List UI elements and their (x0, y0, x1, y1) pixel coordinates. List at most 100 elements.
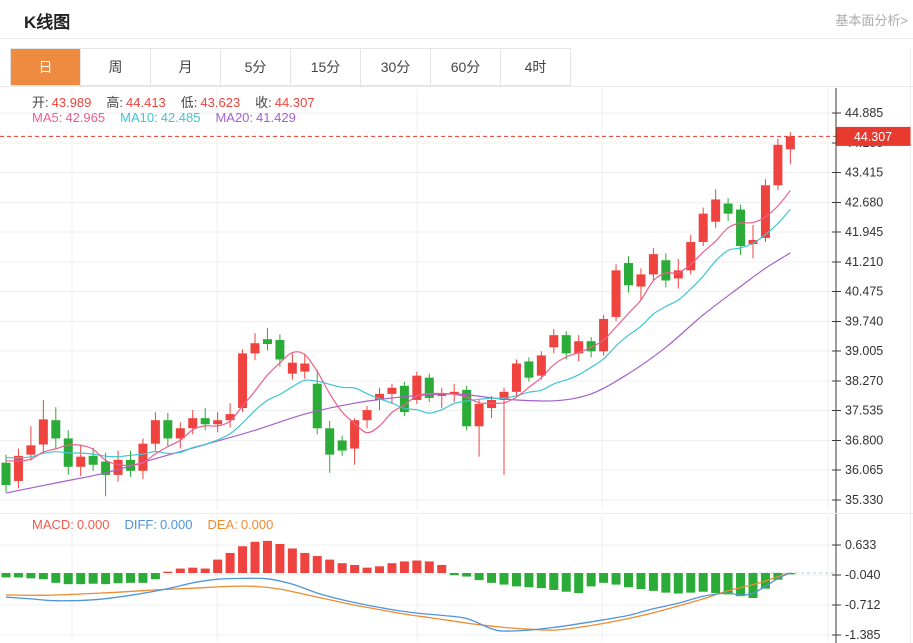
macd-histogram-bar (536, 573, 546, 589)
candle-body (673, 270, 683, 279)
tab-5min[interactable]: 5分 (221, 49, 291, 85)
current-price-tag-text: 44.307 (854, 130, 892, 144)
candle-body (188, 418, 198, 429)
axis-tick-label: 35.330 (845, 493, 883, 507)
candle-body (350, 420, 360, 449)
macd-histogram-bar (648, 573, 658, 591)
ma5-label: MA5: (32, 110, 63, 125)
ma-row: MA5: 42.965 MA10: 42.485 MA20: 41.429 (32, 110, 311, 125)
candle-body (624, 263, 633, 286)
macd-histogram-bar (200, 568, 210, 573)
macd-histogram-bar (474, 573, 484, 581)
macd-histogram-bar (511, 573, 521, 587)
macd-histogram-bar (462, 573, 472, 577)
tab-bar-underline (0, 86, 913, 87)
macd-histogram-bar (325, 559, 335, 573)
dea-value: 0.000 (240, 517, 274, 532)
macd-histogram-bar (686, 573, 696, 593)
axis-tick-label: 42.680 (845, 195, 883, 209)
candle-body (536, 355, 546, 376)
pane-divider (0, 513, 913, 514)
ma20-label: MA20: (215, 110, 254, 125)
macd-histogram-bar (150, 573, 160, 580)
macd-histogram-bar (611, 573, 621, 585)
macd-histogram-bar (437, 564, 447, 573)
tab-month[interactable]: 月 (151, 49, 221, 85)
macd-label: MACD: (32, 517, 74, 532)
macd-histogram-bar (275, 544, 285, 573)
macd-histogram-bar (449, 573, 459, 576)
diff-value: 0.000 (159, 517, 193, 532)
macd-histogram-bar (188, 567, 198, 573)
diff-label: DIFF: (124, 517, 157, 532)
macd-histogram-bar (362, 567, 372, 573)
macd-info-row: MACD: 0.000 DIFF: 0.000 DEA: 0.000 (32, 517, 288, 532)
macd-histogram-bar (337, 563, 347, 573)
macd-histogram-bar (213, 559, 223, 573)
macd-histogram-bar (736, 573, 746, 597)
tab-week[interactable]: 周 (81, 49, 151, 85)
macd-histogram-bar (375, 566, 384, 573)
candle-body (362, 410, 372, 421)
candle-body (474, 403, 484, 427)
candle-body (698, 213, 708, 242)
candle-body (561, 335, 571, 354)
macd-histogram-bar (126, 573, 135, 583)
macd-histogram-bar (300, 552, 310, 573)
candle-body (287, 362, 297, 374)
candle-body (748, 239, 758, 245)
candle-body (586, 341, 596, 352)
dea-group: DEA: 0.000 (207, 517, 273, 532)
axis-tick-label: 40.475 (845, 285, 883, 299)
macd-value: 0.000 (76, 517, 110, 532)
candle-body (736, 209, 746, 247)
candle-body (636, 274, 646, 287)
macd-histogram-bar (163, 571, 173, 573)
candle-body (38, 419, 48, 445)
close-label: 收: (255, 95, 272, 110)
ma5-line (5, 190, 791, 467)
macd-histogram-bar (673, 573, 683, 594)
candle-body (412, 375, 422, 400)
tab-day[interactable]: 日 (11, 49, 81, 85)
open-label: 开: (32, 95, 49, 110)
fundamental-analysis-link[interactable]: 基本面分析> (835, 13, 908, 28)
candle-body (437, 393, 447, 396)
macd-histogram-bar (549, 573, 559, 590)
macd-histogram-bar (238, 546, 248, 573)
axis-tick-label: 36.800 (845, 433, 883, 447)
macd-group: MACD: 0.000 (32, 517, 109, 532)
candle-body (300, 363, 310, 372)
tab-4hour[interactable]: 4时 (501, 49, 570, 85)
macd-histogram-bar (312, 556, 322, 573)
macd-histogram-bar (350, 564, 360, 573)
candle-body (51, 420, 61, 439)
ohlc-row: 开: 43.989 高: 44.413 低: 43.623 收: 44.307 (32, 92, 330, 111)
low-value: 43.623 (200, 95, 241, 110)
axis-tick-label: -0.712 (845, 598, 880, 612)
candle-body (487, 399, 497, 409)
candle-body (163, 420, 173, 439)
axis-tick-label: 37.535 (845, 404, 883, 418)
candle-body (250, 343, 260, 354)
ma20-group: MA20: 41.429 (215, 110, 295, 125)
tab-30min[interactable]: 30分 (361, 49, 431, 85)
candle-body (686, 241, 696, 271)
macd-histogram-bar (51, 573, 61, 583)
candle-body (213, 420, 223, 425)
macd-histogram-bar (26, 573, 36, 579)
candle-body (723, 203, 733, 214)
diff-line (5, 572, 791, 632)
candle-body (524, 361, 534, 378)
tab-15min[interactable]: 15分 (291, 49, 361, 85)
tab-60min[interactable]: 60分 (431, 49, 501, 85)
ma20-line (5, 252, 791, 494)
candle-body (462, 389, 472, 427)
candle-body (375, 393, 384, 400)
macd-histogram-bar (88, 573, 98, 584)
candle-body (225, 414, 235, 421)
macd-histogram-bar (748, 573, 758, 598)
high-group: 高: 44.413 (106, 95, 165, 110)
